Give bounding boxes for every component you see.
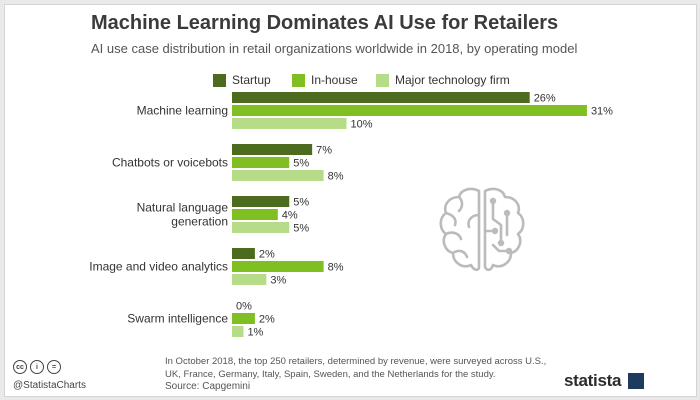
bar-image-and-video-analytics-startup	[232, 248, 255, 259]
legend-label-inhouse: In-house	[311, 73, 358, 87]
statista-logo[interactable]: statista	[564, 371, 622, 390]
bar-swarm-intelligence-major-technology-firm	[232, 326, 244, 337]
license-icons: cc i =	[13, 360, 61, 376]
value-label-swarm-intelligence-in-house: 2%	[259, 314, 275, 326]
value-label-image-and-video-analytics-major-technology-firm: 3%	[270, 275, 286, 287]
bar-chatbots-or-voicebots-startup	[232, 144, 313, 155]
bar-image-and-video-analytics-major-technology-firm	[232, 274, 267, 285]
chart-title: Machine Learning Dominates AI Use for Re…	[91, 12, 559, 34]
value-label-image-and-video-analytics-startup: 2%	[259, 249, 275, 261]
attribution-icon: i	[30, 360, 44, 374]
value-label-natural-language-generation-in-house: 4%	[282, 210, 298, 222]
legend-label-startup: Startup	[232, 73, 271, 87]
value-label-image-and-video-analytics-in-house: 8%	[328, 262, 344, 274]
no-derivatives-icon: =	[47, 360, 61, 374]
legend-label-major: Major technology firm	[395, 73, 510, 87]
value-label-machine-learning-in-house: 31%	[591, 106, 613, 118]
statista-logo-icon	[628, 373, 644, 389]
bar-swarm-intelligence-in-house	[232, 313, 255, 324]
value-label-chatbots-or-voicebots-in-house: 5%	[293, 158, 309, 170]
survey-note: In October 2018, the top 250 retailers, …	[165, 356, 547, 380]
value-label-swarm-intelligence-startup: 0%	[236, 301, 252, 313]
legend-swatch-major	[376, 73, 389, 87]
bar-chatbots-or-voicebots-major-technology-firm	[232, 170, 324, 181]
bar-natural-language-generation-in-house	[232, 209, 278, 220]
category-label-swarm-intelligence: Swarm intelligence	[127, 312, 228, 326]
twitter-handle[interactable]: @StatistaCharts	[13, 380, 86, 391]
legend-item-inhouse: In-house	[292, 71, 358, 89]
bar-image-and-video-analytics-in-house	[232, 261, 324, 272]
creative-commons-icon: cc	[13, 360, 27, 374]
brain-icon	[439, 187, 525, 272]
legend-item-major: Major technology firm	[376, 71, 510, 89]
legend-swatch-startup	[213, 73, 226, 87]
value-label-natural-language-generation-startup: 5%	[293, 197, 309, 209]
value-label-chatbots-or-voicebots-startup: 7%	[316, 145, 332, 157]
bar-natural-language-generation-major-technology-firm	[232, 222, 290, 233]
bar-machine-learning-major-technology-firm	[232, 118, 347, 129]
chart-subtitle: AI use case distribution in retail organ…	[91, 41, 578, 56]
bar-machine-learning-in-house	[232, 105, 587, 116]
bar-chart: Machine learning 26% 31% 10% Chatbots or voi…	[89, 92, 613, 339]
value-label-chatbots-or-voicebots-major-technology-firm: 8%	[328, 171, 344, 183]
category-label-natural-language-generation: Natural language generation	[137, 201, 229, 229]
bar-natural-language-generation-startup	[232, 196, 290, 207]
category-label-image-and-video-analytics: Image and video analytics	[89, 260, 228, 274]
source-credit: Source: Capgemini	[165, 381, 251, 392]
chart-card: Machine Learning Dominates AI Use for Re…	[4, 4, 697, 397]
value-label-natural-language-generation-major-technology-firm: 5%	[293, 223, 309, 235]
value-label-machine-learning-startup: 26%	[534, 93, 556, 105]
value-label-machine-learning-major-technology-firm: 10%	[351, 119, 373, 131]
legend-item-startup: Startup	[213, 71, 271, 89]
category-label-machine-learning: Machine learning	[137, 104, 228, 118]
category-label-chatbots-or-voicebots: Chatbots or voicebots	[112, 156, 228, 170]
value-label-swarm-intelligence-major-technology-firm: 1%	[247, 327, 263, 339]
legend-swatch-inhouse	[292, 73, 305, 87]
bar-machine-learning-startup	[232, 92, 530, 103]
bar-chatbots-or-voicebots-in-house	[232, 157, 290, 168]
